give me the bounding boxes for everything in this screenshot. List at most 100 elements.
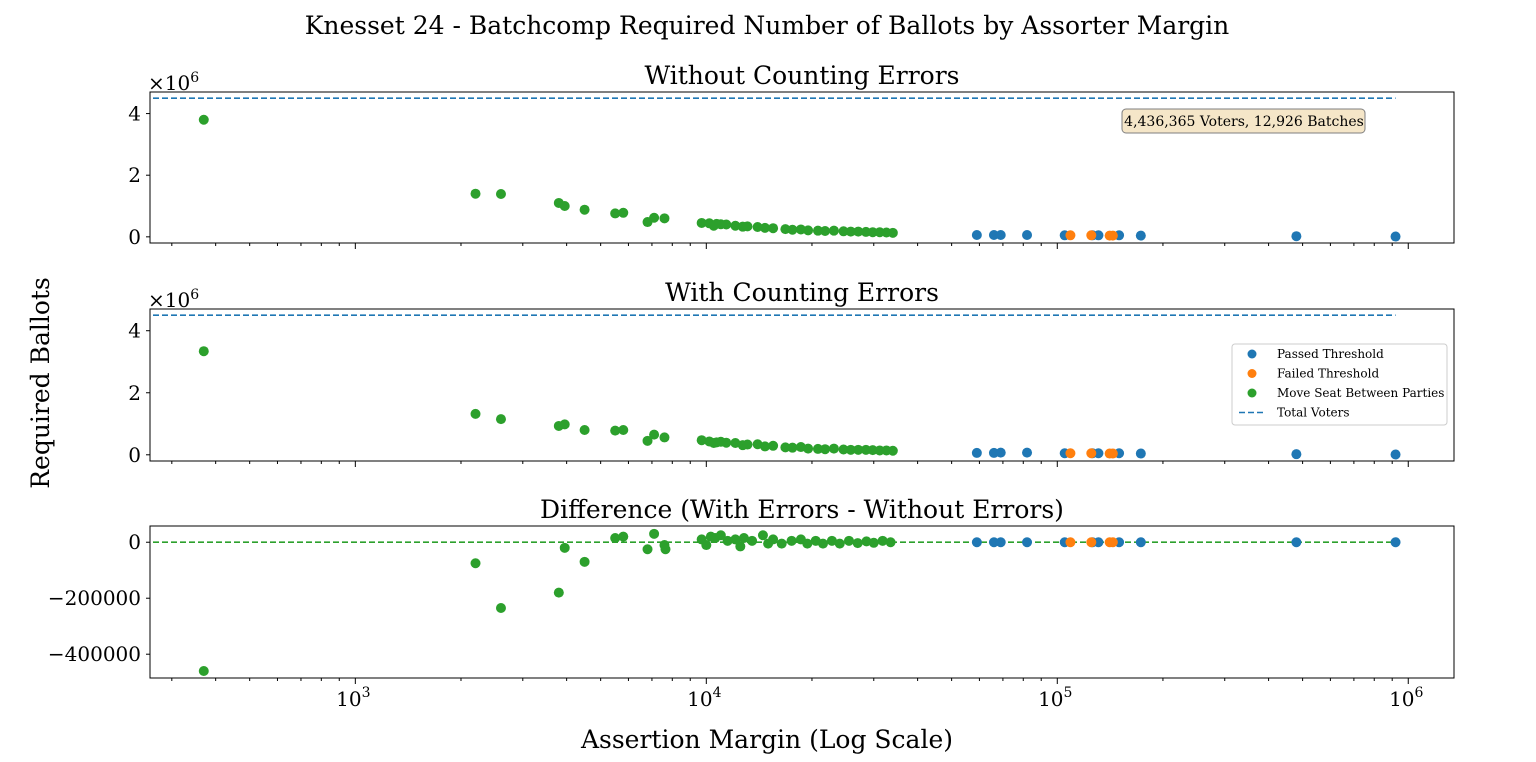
point-failed-threshold [1065, 230, 1076, 241]
point-passed-threshold [1022, 537, 1033, 548]
point-move-seat-between-parties [649, 528, 660, 539]
point-passed-threshold [971, 447, 982, 458]
point-move-seat-between-parties [559, 201, 570, 212]
point-passed-threshold [995, 229, 1006, 240]
legend-marker-passed-threshold [1247, 349, 1257, 359]
point-move-seat-between-parties [659, 432, 670, 443]
point-move-seat-between-parties [867, 445, 878, 456]
point-move-seat-between-parties [826, 535, 837, 546]
point-passed-threshold [1291, 537, 1302, 548]
point-move-seat-between-parties [853, 226, 864, 237]
point-move-seat-between-parties [738, 533, 749, 544]
point-passed-threshold [995, 537, 1006, 548]
point-move-seat-between-parties [495, 414, 506, 425]
point-move-seat-between-parties [696, 435, 707, 446]
legend-marker-move-seat-between-parties [1247, 388, 1257, 398]
point-passed-threshold [1390, 231, 1401, 242]
point-move-seat-between-parties [659, 213, 670, 224]
point-move-seat-between-parties [742, 439, 753, 450]
point-passed-threshold [1093, 230, 1104, 241]
point-move-seat-between-parties [747, 535, 758, 546]
point-move-seat-between-parties [649, 212, 660, 223]
point-passed-threshold [1291, 449, 1302, 460]
point-move-seat-between-parties [868, 537, 879, 548]
plot-frame [149, 91, 1455, 244]
legend-label: Passed Threshold [1277, 347, 1384, 361]
point-failed-threshold [1065, 448, 1076, 459]
plot-frame [149, 308, 1455, 462]
point-passed-threshold [971, 537, 982, 548]
point-move-seat-between-parties [838, 444, 849, 455]
point-move-seat-between-parties [852, 538, 863, 549]
point-move-seat-between-parties [198, 114, 209, 125]
point-passed-threshold [1093, 537, 1104, 548]
point-move-seat-between-parties [649, 429, 660, 440]
point-move-seat-between-parties [742, 221, 753, 232]
point-move-seat-between-parties [660, 544, 671, 555]
point-move-seat-between-parties [559, 542, 570, 553]
panel-2: With Counting Errors 0 2 4 ×106 [128, 278, 1455, 467]
annotation-box: 4,436,365 Voters, 12,926 Batches [1121, 108, 1366, 134]
point-move-seat-between-parties [887, 445, 898, 456]
point-move-seat-between-parties [820, 444, 831, 455]
point-move-seat-between-parties [752, 221, 763, 232]
x-tick-label: 105 [1038, 685, 1072, 711]
x-tick-label: 103 [336, 685, 370, 711]
point-move-seat-between-parties [722, 535, 733, 546]
legend: Passed Threshold Failed Threshold Move Sea… [1231, 343, 1448, 426]
point-move-seat-between-parties [812, 225, 823, 236]
point-move-seat-between-parties [828, 225, 839, 236]
point-move-seat-between-parties [803, 225, 814, 236]
legend-frame [1231, 343, 1448, 426]
legend-label: Move Seat Between Parties [1277, 386, 1444, 400]
point-move-seat-between-parties [768, 534, 779, 545]
point-move-seat-between-parties [843, 535, 854, 546]
panel-3: Difference (With Errors - Without Errors… [48, 495, 1455, 684]
x-tick-label: 106 [1389, 685, 1423, 711]
point-failed-threshold [1065, 537, 1076, 548]
point-failed-threshold [1107, 230, 1118, 241]
x-axis-ticks: 103 104 105 106 [336, 685, 1423, 711]
point-move-seat-between-parties [579, 204, 590, 215]
point-failed-threshold [1107, 448, 1118, 459]
point-move-seat-between-parties [887, 227, 898, 238]
point-move-seat-between-parties [579, 424, 590, 435]
point-move-seat-between-parties [768, 223, 779, 234]
point-move-seat-between-parties [618, 207, 629, 218]
point-move-seat-between-parties [730, 220, 741, 231]
point-move-seat-between-parties [834, 538, 845, 549]
y-axis-label: Required Ballots [26, 277, 55, 489]
point-move-seat-between-parties [579, 556, 590, 567]
point-passed-threshold [1022, 447, 1033, 458]
x-tick-label: 104 [687, 685, 721, 711]
point-move-seat-between-parties [867, 227, 878, 238]
panel-title: Difference (With Errors - Without Errors… [540, 495, 1064, 524]
annotation-text: 4,436,365 Voters, 12,926 Batches [1124, 114, 1364, 130]
point-passed-threshold [1022, 229, 1033, 240]
point-move-seat-between-parties [812, 443, 823, 454]
point-move-seat-between-parties [642, 435, 653, 446]
y-tick-label: −200000 [48, 586, 141, 610]
point-move-seat-between-parties [802, 538, 813, 549]
point-move-seat-between-parties [760, 222, 771, 233]
point-move-seat-between-parties [757, 530, 768, 541]
y-tick-label: 0 [128, 443, 141, 467]
point-passed-threshold [971, 229, 982, 240]
point-passed-threshold [1093, 448, 1104, 459]
plot-frame [149, 525, 1455, 679]
y-tick-label: 4 [128, 102, 141, 126]
point-failed-threshold [1107, 537, 1118, 548]
point-move-seat-between-parties [721, 437, 732, 448]
point-move-seat-between-parties [845, 444, 856, 455]
point-move-seat-between-parties [760, 441, 771, 452]
point-move-seat-between-parties [495, 603, 506, 614]
y-tick-label: 0 [128, 225, 141, 249]
y-tick-label: 0 [128, 530, 141, 554]
panel-1: Without Counting Errors 0 2 4 ×106 [128, 61, 1455, 249]
point-move-seat-between-parties [618, 531, 629, 542]
figure-title: Knesset 24 - Batchcomp Required Number o… [305, 11, 1230, 40]
y-tick-label: 4 [128, 319, 141, 343]
point-move-seat-between-parties [735, 541, 746, 552]
